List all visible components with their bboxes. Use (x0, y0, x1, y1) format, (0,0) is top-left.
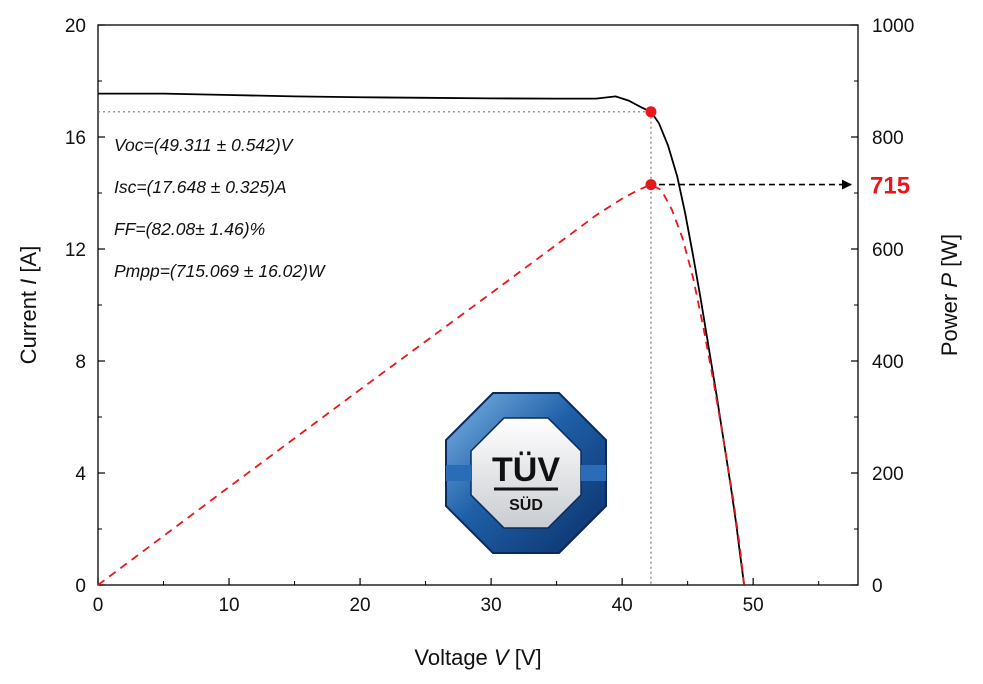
y-right-tick-label: 1000 (872, 16, 914, 37)
y-left-tick-label: 12 (65, 240, 86, 261)
logo-main-text: TÜV (492, 451, 560, 489)
y-left-tick-label: 8 (75, 352, 86, 373)
voc-annotation: Voc=(49.311 ± 0.542)V (114, 135, 295, 155)
x-tick-label: 20 (349, 595, 370, 616)
x-tick-label: 10 (218, 595, 239, 616)
logo-right-band (581, 465, 606, 481)
y-right-tick-label: 200 (872, 464, 904, 485)
ff-annotation: FF=(82.08± 1.46)% (114, 219, 265, 239)
current-curve-line (98, 92, 746, 586)
y-left-tick-label: 4 (75, 464, 86, 485)
mpp-marker (645, 106, 657, 118)
data-series (97, 92, 746, 586)
pmpp-callout-value: 715 (870, 173, 910, 200)
power-curve-line (97, 183, 746, 586)
y-right-tick-label: 600 (872, 240, 904, 261)
tuv-sud-logo: TÜV SÜD (445, 392, 607, 554)
y-left-tick-label: 16 (65, 128, 86, 149)
y-axis-right-title: Power P [W] (937, 234, 962, 356)
guide-lines (98, 111, 652, 585)
logo-left-band (446, 465, 471, 481)
mpp-marker (645, 179, 657, 191)
x-tick-label: 50 (743, 595, 764, 616)
y-right-tick-label: 800 (872, 128, 904, 149)
y-left-tick-label: 20 (65, 16, 86, 37)
x-axis-title: Voltage V [V] (414, 645, 541, 670)
isc-annotation: Isc=(17.648 ± 0.325)A (114, 177, 287, 197)
pmpp-annotation: Pmpp=(715.069 ± 16.02)W (114, 261, 326, 281)
x-tick-label: 30 (481, 595, 502, 616)
y-right-tick-label: 0 (872, 576, 883, 597)
mpp-markers (645, 106, 657, 191)
y-axis-left-title: Current I [A] (16, 246, 41, 365)
y-right-tick-label: 400 (872, 352, 904, 373)
y-left-tick-label: 0 (75, 576, 86, 597)
x-tick-label: 40 (612, 595, 633, 616)
x-tick-label: 0 (93, 595, 104, 616)
parameter-annotations: Voc=(49.311 ± 0.542)V Isc=(17.648 ± 0.32… (114, 135, 326, 281)
logo-sub-text: SÜD (509, 495, 543, 514)
